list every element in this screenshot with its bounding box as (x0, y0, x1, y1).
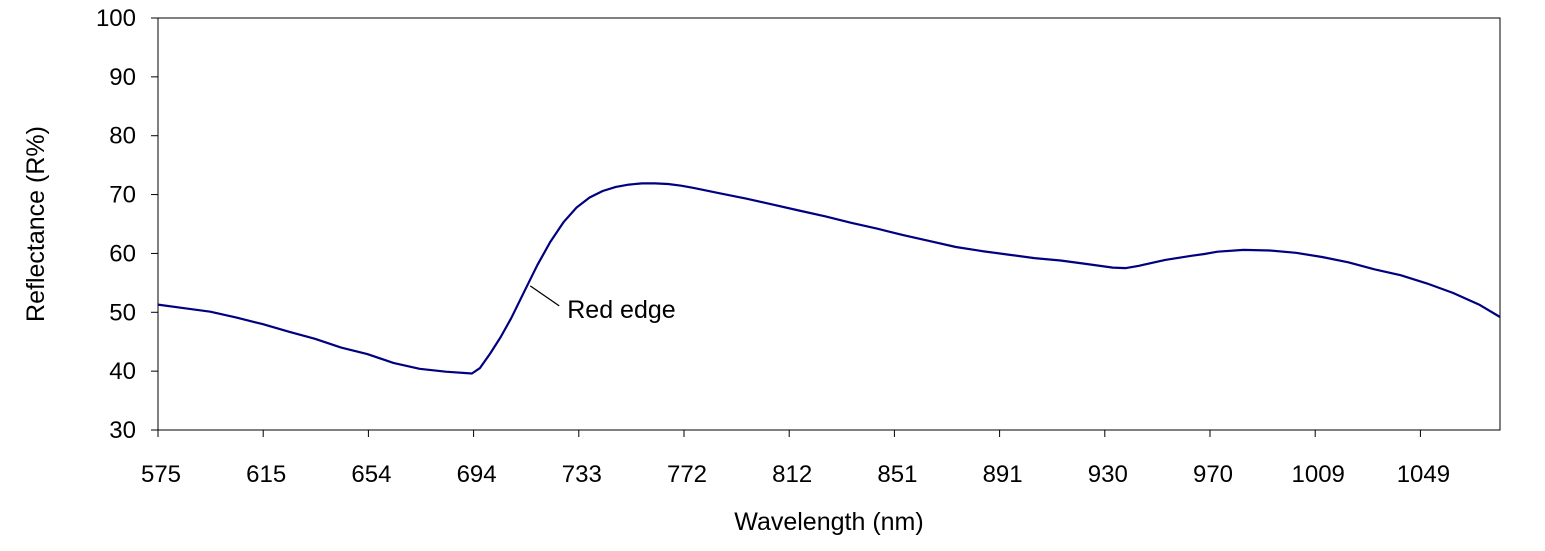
y-tick-label: 90 (109, 64, 136, 91)
x-tick-label: 1009 (1292, 461, 1345, 488)
x-tick-label: 772 (667, 461, 707, 488)
y-axis: 30 40 50 60 70 80 90 100 (96, 5, 158, 444)
x-tick-label: 654 (351, 461, 391, 488)
y-tick-label: 100 (96, 5, 136, 32)
plot-area (157, 17, 1501, 431)
x-tick-label: 970 (1193, 461, 1233, 488)
red-edge-annotation: Red edge (567, 296, 675, 324)
reflectance-line (157, 182, 1501, 375)
x-axis-title: Wavelength (nm) (734, 508, 923, 536)
y-tick-label: 80 (109, 123, 136, 150)
x-tick-label: 733 (562, 461, 602, 488)
x-tick-label: 891 (983, 461, 1023, 488)
y-axis-title: Reflectance (R%) (22, 126, 50, 322)
x-tick-label: 615 (246, 461, 286, 488)
x-tick-label: 1049 (1397, 461, 1450, 488)
red-edge-leader-line (529, 285, 560, 307)
x-tick-label: 851 (877, 461, 917, 488)
x-tick-label: 575 (141, 461, 181, 488)
x-tick-label: 694 (457, 461, 497, 488)
y-tick-label: 30 (109, 417, 136, 444)
x-tick-label: 812 (772, 461, 812, 488)
x-tick-label: 930 (1088, 461, 1128, 488)
y-tick-label: 50 (109, 299, 136, 326)
y-tick-label: 60 (109, 240, 136, 267)
y-tick-label: 40 (109, 358, 136, 385)
y-tick-label: 70 (109, 182, 136, 209)
x-axis: 575 615 654 694 733 772 812 851 891 930 970 1009 104… (141, 430, 1450, 488)
